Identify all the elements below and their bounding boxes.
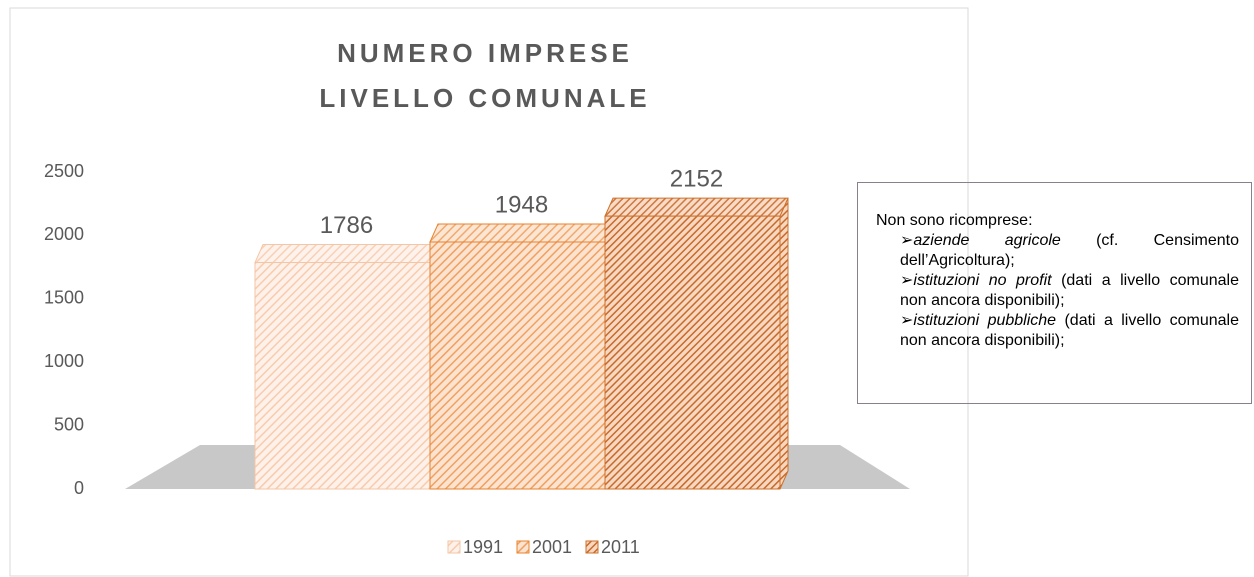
bar: [429, 241, 606, 490]
note-text: (dati a livello comunale non ancora disp…: [900, 312, 1240, 349]
legend-swatch: [447, 540, 461, 554]
data-label: 1786: [320, 212, 373, 239]
legend-label: 1991: [463, 537, 503, 557]
note-item: istituzioni pubbliche (dati a livello co…: [900, 311, 1239, 351]
note-item: aziende agricole (cf. Censimento dell’Ag…: [900, 231, 1239, 271]
data-label: 1948: [495, 191, 548, 218]
bar: [604, 215, 781, 490]
y-tick-label: 0: [74, 478, 84, 498]
chart-title: NUMERO IMPRESE: [337, 38, 633, 68]
note-text: (cf. Censimento dell’Agricoltura);: [900, 232, 1239, 269]
bar-top: [604, 197, 789, 217]
note-text: (dati a livello comunale non ancora disp…: [900, 272, 1239, 309]
bar-side: [779, 197, 789, 490]
note-term: istituzioni pubbliche: [913, 312, 1057, 329]
y-tick-label: 500: [54, 414, 84, 434]
bar-top: [254, 244, 439, 264]
y-tick-label: 2500: [44, 161, 84, 181]
legend-swatch: [585, 540, 599, 554]
chart-title: LIVELLO COMUNALE: [319, 83, 650, 113]
legend-swatch: [516, 540, 530, 554]
note-list: aziende agricole (cf. Censimento dell’Ag…: [876, 231, 1239, 351]
note-heading: Non sono ricomprese:: [876, 212, 1033, 229]
y-tick-label: 1500: [44, 288, 84, 308]
y-tick-label: 2000: [44, 224, 84, 244]
note-term: aziende agricole: [913, 232, 1061, 249]
note-item: istituzioni no profit (dati a livello co…: [900, 271, 1239, 311]
bar-top: [429, 223, 614, 243]
data-label: 2152: [670, 165, 723, 192]
bar: [254, 262, 431, 490]
legend-label: 2011: [601, 537, 640, 557]
note-term: istituzioni no profit: [913, 272, 1052, 289]
note-box: Non sono ricomprese: aziende agricole (c…: [857, 182, 1252, 404]
y-tick-label: 1000: [44, 351, 84, 371]
legend-label: 2001: [532, 537, 572, 557]
